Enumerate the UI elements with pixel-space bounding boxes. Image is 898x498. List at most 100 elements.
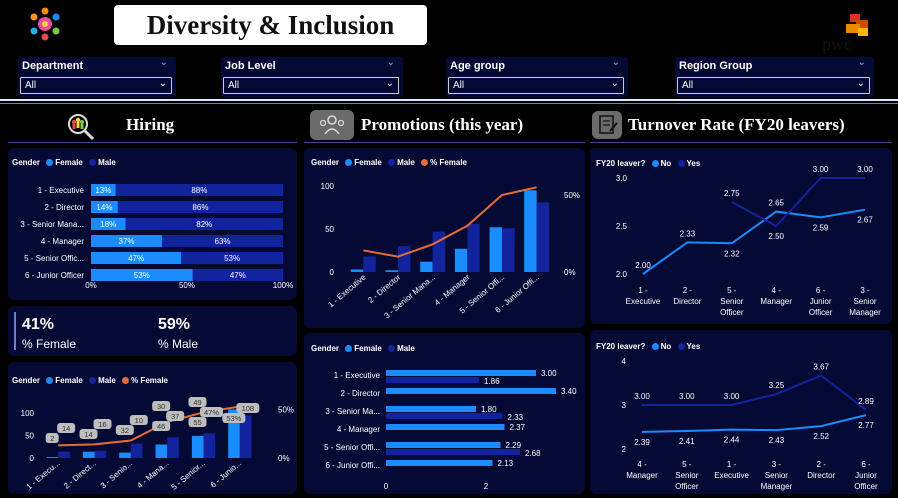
turnover-icon [592, 111, 622, 139]
turnover-line-chart-2: 2 3 4 2.39 2.41 2.44 2.43 2.52 2.77 3.00 3.00 3.00 3… [622, 357, 878, 491]
bar-female [191, 435, 204, 458]
kpi-accent-bar [14, 312, 16, 350]
bar-male [192, 269, 283, 281]
bar-male [203, 433, 216, 458]
chevron-down-icon[interactable]: ⌄ [386, 57, 395, 68]
region-group-dropdown[interactable]: All ⌄ [677, 77, 870, 94]
data-label: 32 [121, 426, 129, 435]
y-tick-label: 6 - Junior Officer [25, 271, 84, 280]
bar-male [181, 252, 283, 264]
bar-male [94, 450, 107, 458]
data-label: 2.59 [813, 223, 829, 232]
data-label: 108 [242, 404, 255, 413]
data-label: 2.41 [679, 437, 695, 446]
kpi-female-value: 41% [22, 316, 55, 333]
filter-region-group[interactable]: Region Group ⌄ All ⌄ [675, 57, 874, 97]
data-label-pill [236, 403, 260, 413]
x-tick-label: 1 - Executive [326, 272, 368, 309]
kpi-female-label: % Female [22, 337, 77, 351]
data-label: 3.00 [634, 392, 650, 401]
legend-title: Gender [12, 158, 41, 167]
x-tick-label: 6 - [861, 460, 871, 469]
promotions-clustered-panel: Gender Female Male 1 - Executive 3.00 1.86… [304, 333, 585, 494]
y-tick-label: 50 [325, 225, 334, 234]
y-tick-label: 4 - Manager [337, 425, 380, 434]
dropdown-value: All [25, 80, 37, 91]
data-label: 1.86 [484, 377, 500, 386]
x-tick-label: 2 - [683, 286, 693, 295]
legend-dot-yes [677, 343, 685, 350]
y-tick-label: 1 - Executive [38, 186, 85, 195]
data-label: 3.67 [813, 363, 829, 372]
line-no [642, 208, 866, 275]
x-tick-label: 3 - [860, 286, 870, 295]
y-tick-label: 50 [25, 432, 34, 441]
promotions-clustered-chart: 1 - Executive 3.00 1.86 2 - Director 3.40 3 -… [324, 369, 577, 491]
legend-title: Gender [12, 376, 41, 385]
data-label: 37 [171, 412, 179, 421]
promotions-icon [310, 110, 354, 140]
legend-dot-male [89, 159, 97, 166]
bar-female [386, 370, 536, 376]
data-label: 63% [215, 237, 231, 246]
dropdown-arrow-icon[interactable]: ⌄ [610, 78, 619, 89]
kpi-panel: 41% % Female 59% % Male [8, 306, 297, 356]
legend-dot-female [46, 377, 54, 384]
data-label: 3.00 [724, 392, 740, 401]
data-label: 14 [62, 424, 70, 433]
bar-female [91, 218, 126, 230]
legend-male: Male [98, 158, 116, 167]
data-label: 2.33 [508, 413, 524, 422]
bar-female [82, 451, 95, 458]
y2-tick-label: 50% [278, 405, 294, 414]
legend-title: FY20 leaver? [596, 159, 646, 168]
legend-no: No [660, 159, 672, 168]
data-label-pill [45, 433, 59, 443]
job-level-dropdown[interactable]: All ⌄ [223, 77, 399, 94]
data-label-pill [152, 401, 171, 411]
x-tick-label: 0% [85, 281, 97, 290]
x-tick-label: 6 - Junio... [209, 459, 243, 490]
x-tick-label: 2 - [817, 460, 827, 469]
dropdown-arrow-icon[interactable]: ⌄ [856, 78, 865, 89]
turnover-panel-1: FY20 leaver? No Yes 2.0 2.5 3.0 2.00 2.33 2.3… [590, 148, 892, 324]
logo [26, 5, 64, 43]
bar-male [117, 201, 283, 213]
filter-job-level[interactable]: Job Level ⌄ All ⌄ [221, 57, 403, 97]
bar-male [386, 377, 479, 383]
turnover-line-chart-1: 2.0 2.5 3.0 2.00 2.33 2.32 2.65 2.59 2.67 2.75 2.5… [616, 165, 881, 317]
age-group-dropdown[interactable]: All ⌄ [448, 77, 624, 94]
dropdown-arrow-icon[interactable]: ⌄ [158, 78, 167, 89]
bar-female [386, 460, 493, 466]
bar-female [119, 452, 131, 458]
data-label: 2.43 [769, 436, 785, 445]
department-dropdown[interactable]: All ⌄ [20, 77, 172, 94]
line-no [641, 414, 867, 433]
x-tick-label: Executive [714, 471, 749, 480]
bar-female [350, 269, 364, 272]
legend-dot-female [345, 345, 353, 352]
bar-male [58, 451, 70, 458]
bar-female [386, 424, 505, 430]
bar-female [91, 269, 193, 281]
data-label: 10 [135, 416, 143, 425]
y-tick-label: 2.0 [616, 270, 628, 279]
header-divider [0, 103, 898, 104]
bar-female [385, 270, 398, 272]
data-label: 2.29 [506, 441, 522, 450]
data-label: 3.00 [813, 165, 829, 174]
data-label: 1.80 [481, 405, 497, 414]
x-tick-label: Manager [849, 308, 881, 317]
filter-age-group[interactable]: Age group ⌄ All ⌄ [446, 57, 628, 97]
y-tick-label: 3.0 [616, 174, 628, 183]
data-label: 2.00 [635, 261, 651, 270]
chevron-down-icon[interactable]: ⌄ [159, 57, 168, 68]
dropdown-arrow-icon[interactable]: ⌄ [385, 78, 394, 89]
legend-dot-male [388, 159, 396, 166]
chevron-down-icon[interactable]: ⌄ [857, 57, 866, 68]
chevron-down-icon[interactable]: ⌄ [611, 57, 620, 68]
header-divider [0, 99, 898, 101]
y-tick-label: 5 - Senior Offic... [24, 254, 84, 263]
y-tick-label: 6 - Junior Offi... [325, 461, 380, 470]
filter-department[interactable]: Department ⌄ All ⌄ [18, 57, 176, 97]
